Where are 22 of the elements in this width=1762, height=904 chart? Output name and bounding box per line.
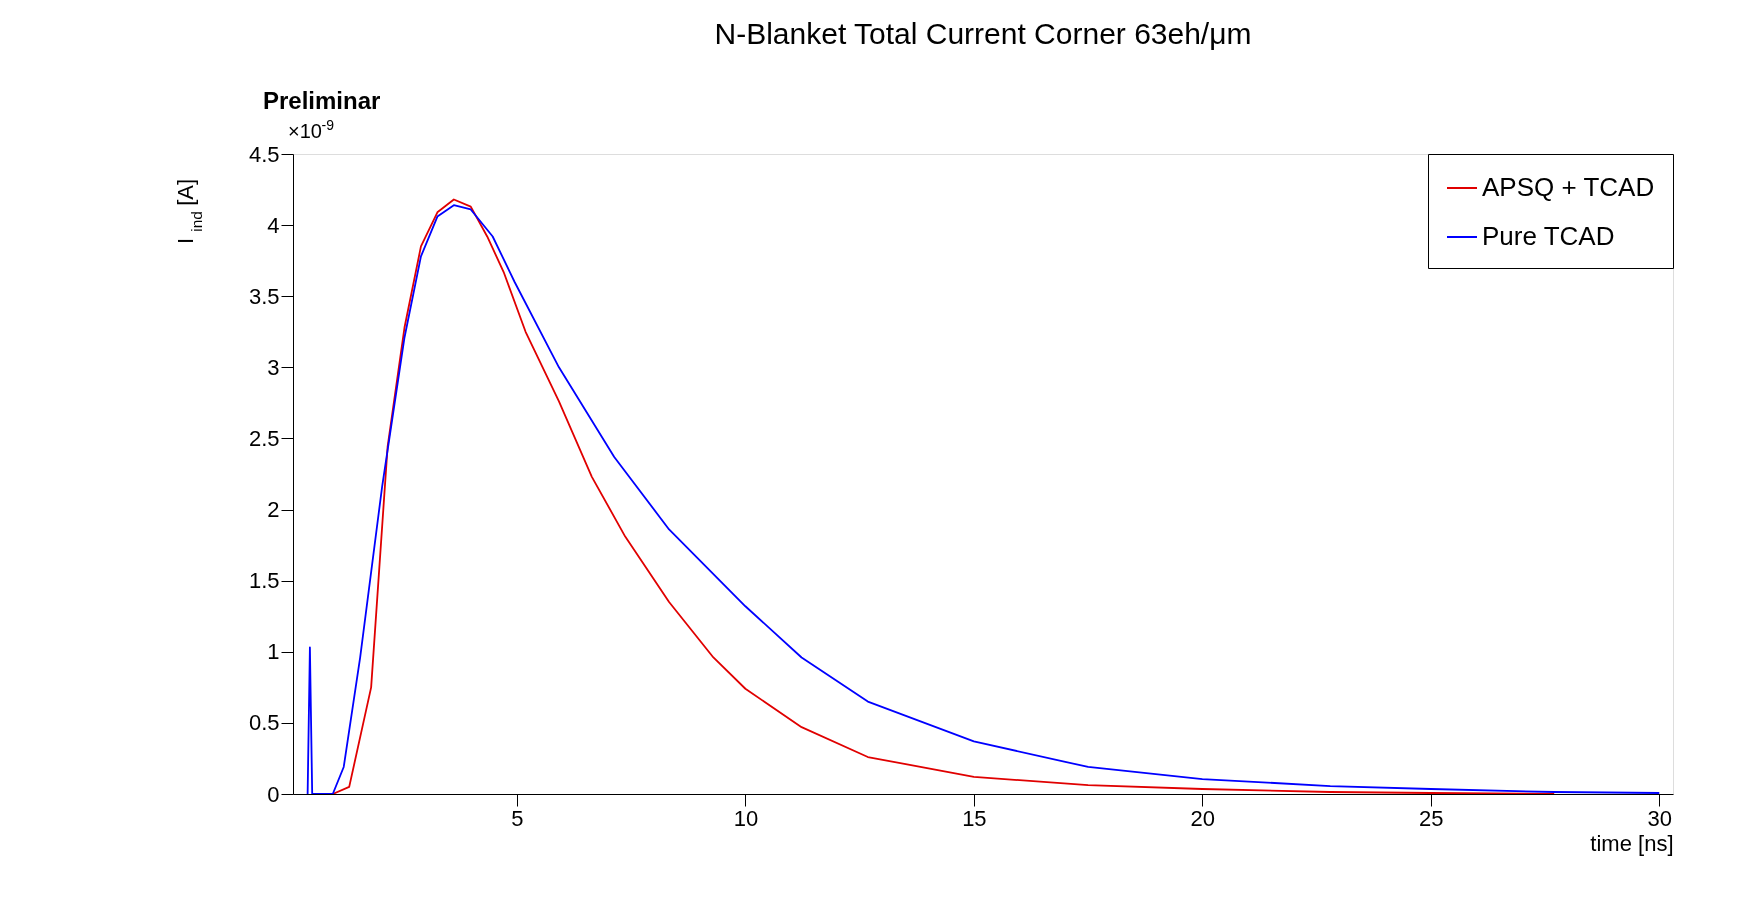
y-tick-label: 0.5 (248, 710, 280, 736)
legend-label: APSQ + TCAD (1482, 172, 1655, 202)
x-tick-label: 5 (511, 805, 524, 831)
y-axis-title: Iind [A] (173, 178, 205, 244)
chart-title: N-Blanket Total Current Corner 63eh/μm (714, 17, 1252, 50)
y-tick-label: 2.5 (248, 425, 280, 451)
y-tick-label: 2 (267, 497, 280, 523)
y-tick-label: 3 (267, 354, 280, 380)
x-tick-label: 30 (1647, 805, 1673, 831)
legend-label: Pure TCAD (1482, 221, 1615, 251)
x-axis-title: time [ns] (1590, 830, 1674, 856)
x-tick-label: 15 (962, 805, 987, 831)
y-tick-label: 4 (267, 212, 280, 238)
y-tick-label: 1 (267, 639, 280, 665)
y-tick-label: 1.5 (248, 568, 280, 594)
y-tick-label: 0 (267, 781, 280, 807)
x-tick-label: 20 (1190, 805, 1216, 831)
text: Preliminar (263, 87, 381, 114)
y-tick-label: 3.5 (248, 283, 280, 309)
y-tick-label: 4.5 (248, 141, 280, 167)
x-tick-label: 10 (733, 805, 759, 831)
x-tick-label: 25 (1419, 805, 1444, 831)
